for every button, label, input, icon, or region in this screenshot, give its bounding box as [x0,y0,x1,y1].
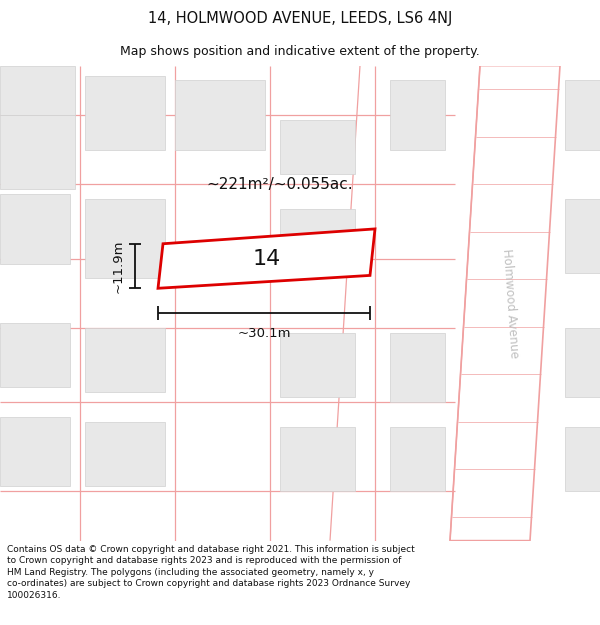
Bar [565,199,600,274]
Polygon shape [450,66,560,541]
Bar [85,422,165,486]
Text: Contains OS data © Crown copyright and database right 2021. This information is : Contains OS data © Crown copyright and d… [7,545,415,599]
Bar [0,323,70,388]
Polygon shape [0,66,75,115]
Bar [280,209,355,274]
Bar [280,427,355,491]
Bar [565,328,600,397]
Polygon shape [0,115,75,189]
Bar [85,199,165,278]
Bar [0,194,70,264]
Polygon shape [158,229,375,288]
Bar [565,427,600,491]
Bar [85,328,165,392]
Bar [390,81,445,150]
Text: Map shows position and indicative extent of the property.: Map shows position and indicative extent… [120,45,480,58]
Text: ~221m²/~0.055ac.: ~221m²/~0.055ac. [206,177,353,192]
Bar [85,76,165,150]
Bar [280,332,355,397]
Text: 14: 14 [253,249,281,269]
Bar [390,427,445,491]
Text: 14, HOLMWOOD AVENUE, LEEDS, LS6 4NJ: 14, HOLMWOOD AVENUE, LEEDS, LS6 4NJ [148,11,452,26]
Bar [175,81,265,150]
Text: ~11.9m: ~11.9m [112,239,125,292]
Text: ~30.1m: ~30.1m [237,327,291,340]
Text: Holmwood Avenue: Holmwood Avenue [500,248,520,358]
Bar [280,120,355,174]
Bar [390,332,445,402]
Bar [565,81,600,150]
Bar [0,417,70,486]
